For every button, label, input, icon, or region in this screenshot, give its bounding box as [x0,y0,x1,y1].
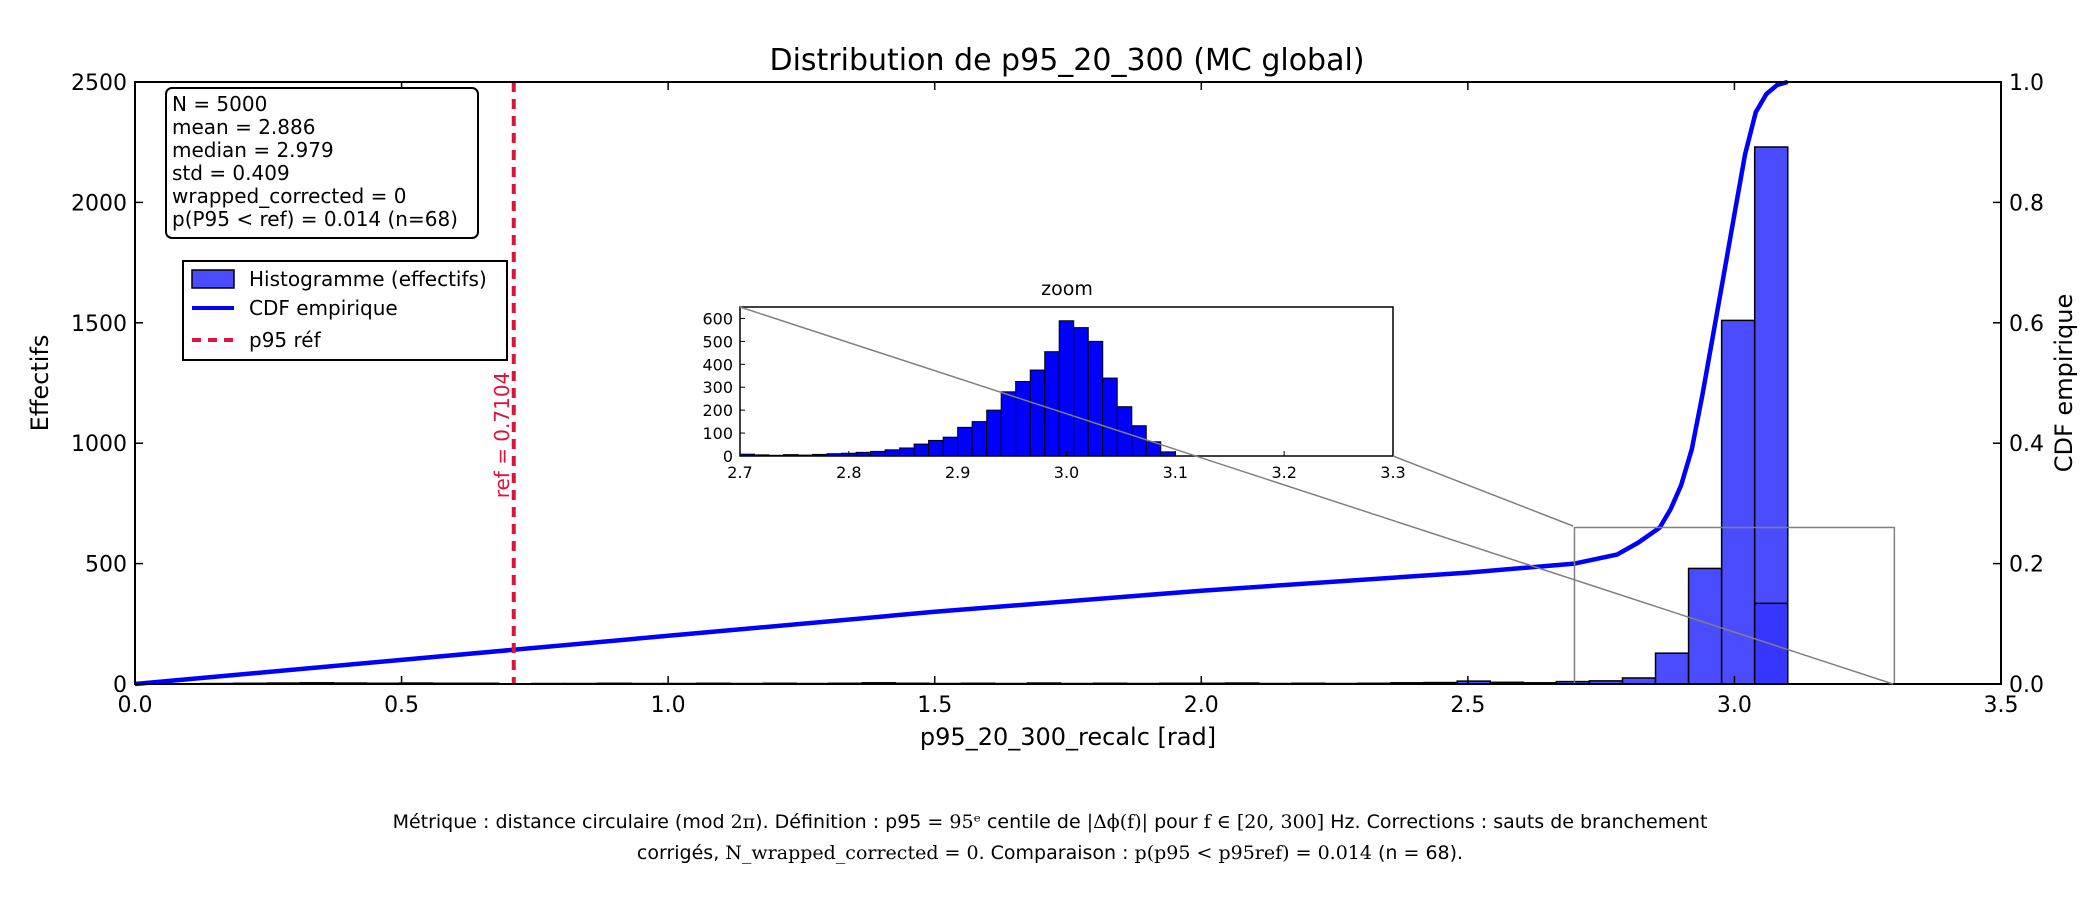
stats-line: p(P95 < ref) = 0.014 (n=68) [172,207,458,231]
inset-y-tick-label: 100 [702,424,733,443]
caption-text: corrigés, [636,842,726,864]
inset-y-ticks: 0 100 200 300 400 500 600 [702,309,745,466]
inset-y-tick-label: 0 [723,447,733,466]
caption-text: Métrique : distance circulaire (mod [392,811,731,833]
right-y-axis-label: CDF empirique [2050,294,2078,472]
x-tick-label: 3.0 [1717,693,1752,718]
inset-bar [1087,340,1104,457]
caption-text: (n = 68). [1371,842,1464,864]
ref-line-label: ref = 0.7104 [490,372,514,499]
inset-bar [928,439,944,457]
inset-y-tick-label: 300 [702,378,733,397]
y-axis-label: Effectifs [26,335,54,432]
stats-line: N = 5000 [172,92,267,116]
right-y-tick-label: 0.0 [2009,673,2044,698]
inset-y-tick-label: 600 [702,309,733,328]
chart-figure: Distribution de p95_20_300 (MC global) 0… [26,43,2078,751]
inset-x-tick-label: 3.2 [1271,463,1296,482]
figure-caption-line-2: corrigés, N_wrapped_corrected = 0. Compa… [0,842,2100,864]
caption-text: pour [1148,811,1204,833]
caption-text: Hz. Corrections : sauts de branchement [1324,811,1708,833]
inset-bar [913,443,930,457]
x-tick-label: 0.5 [384,693,419,718]
right-y-tick-label: 0.6 [2009,312,2044,337]
legend-swatch-histogram [191,269,235,289]
legend-label-histogram: Histogramme (effectifs) [249,267,487,291]
stats-box: N = 5000 mean = 2.886 median = 2.979 std… [165,87,479,239]
inset-y-tick-label: 500 [702,332,733,351]
inset-x-tick-label: 3.0 [1054,463,1079,482]
stats-line: median = 2.979 [172,138,334,162]
plot-frame [134,81,2002,685]
cdf-line-group [134,79,1789,687]
x-tick-label: 2.5 [1450,693,1485,718]
caption-text: centile de [980,811,1087,833]
right-y-tick-label: 0.8 [2009,191,2044,216]
inset-bar [1015,381,1031,457]
inset-title: zoom [1041,278,1093,300]
caption-text: . Comparaison : [978,842,1135,864]
caption-math: N_wrapped_corrected = 0 [725,842,979,864]
stats-line: mean = 2.886 [172,115,315,139]
inset-x-tick-label: 3.1 [1163,463,1188,482]
caption-math: p(p95 < p95ref) = 0.014 [1134,842,1372,864]
inset-bar [986,409,1002,457]
x-axis-ticks: 0.0 0.5 1.0 1.5 2.0 2.5 3.0 3.5 [118,82,2019,718]
y-tick-label: 500 [85,553,127,578]
inset-x-ticks: 2.7 2.8 2.9 3.0 3.1 3.2 3.3 [727,451,1406,482]
x-tick-label: 0.0 [118,693,153,718]
inset-bar [1029,369,1046,457]
inset-bar [971,421,988,457]
inset-y-tick-label: 400 [702,355,733,374]
chart-title: Distribution de p95_20_300 (MC global) [769,43,1364,78]
inset-bar [957,426,973,457]
inset-bar [884,449,901,457]
figure-caption-line-1: Métrique : distance circulaire (mod 2π).… [0,811,2100,833]
inset-y-tick-label: 200 [702,401,733,420]
legend-label-ref: p95 réf [249,328,322,352]
zoom-connector [1392,455,1574,527]
inset-histogram-bars [739,320,1176,457]
x-axis-label: p95_20_300_recalc [rad] [920,723,1216,751]
inset-x-tick-label: 3.3 [1380,463,1405,482]
y-tick-label: 1500 [71,312,127,337]
legend: Histogramme (effectifs) CDF empirique p9… [182,260,508,361]
x-tick-label: 3.5 [1984,693,2019,718]
legend-label-cdf: CDF empirique [249,296,398,320]
cdf-line [134,79,1789,687]
caption-math: f ∈ [20, 300] [1203,811,1325,833]
right-y-axis-ticks: 0.0 0.2 0.4 0.6 0.8 1.0 [1993,71,2044,698]
inset-bar [1058,320,1075,457]
caption-math: 2π [730,811,756,833]
zoom-connector [739,306,1894,685]
inset-bar [1000,391,1017,457]
histogram-bar [1753,146,1789,685]
inset-x-tick-label: 2.7 [727,463,752,482]
inset-bar [899,447,915,457]
x-tick-label: 1.5 [917,693,952,718]
y-tick-label: 2500 [71,71,127,96]
inset-bar [1131,425,1147,457]
caption-text: ). Définition : p95 = [755,811,950,833]
histogram-bar [1654,652,1690,685]
right-y-tick-label: 0.2 [2009,553,2044,578]
y-tick-label: 1000 [71,432,127,457]
right-y-tick-label: 1.0 [2009,71,2044,96]
inset-bar [942,436,959,457]
right-y-tick-label: 0.4 [2009,432,2044,457]
inset-bar [1073,327,1089,457]
inset-bar [1044,351,1060,457]
y-axis-ticks: 0 500 1000 1500 2000 2500 [71,71,143,698]
stats-line: std = 0.409 [172,161,290,185]
y-tick-label: 0 [113,673,127,698]
x-tick-label: 2.0 [1184,693,1219,718]
caption-math: 95ᵉ [949,811,981,833]
caption-math: |Δϕ(f)| [1086,811,1149,833]
stats-line: wrapped_corrected = 0 [172,184,406,208]
inset-x-tick-label: 2.8 [836,463,861,482]
y-tick-label: 2000 [71,191,127,216]
x-tick-label: 1.0 [651,693,686,718]
inset-bar [1102,377,1118,457]
inset-x-tick-label: 2.9 [945,463,970,482]
